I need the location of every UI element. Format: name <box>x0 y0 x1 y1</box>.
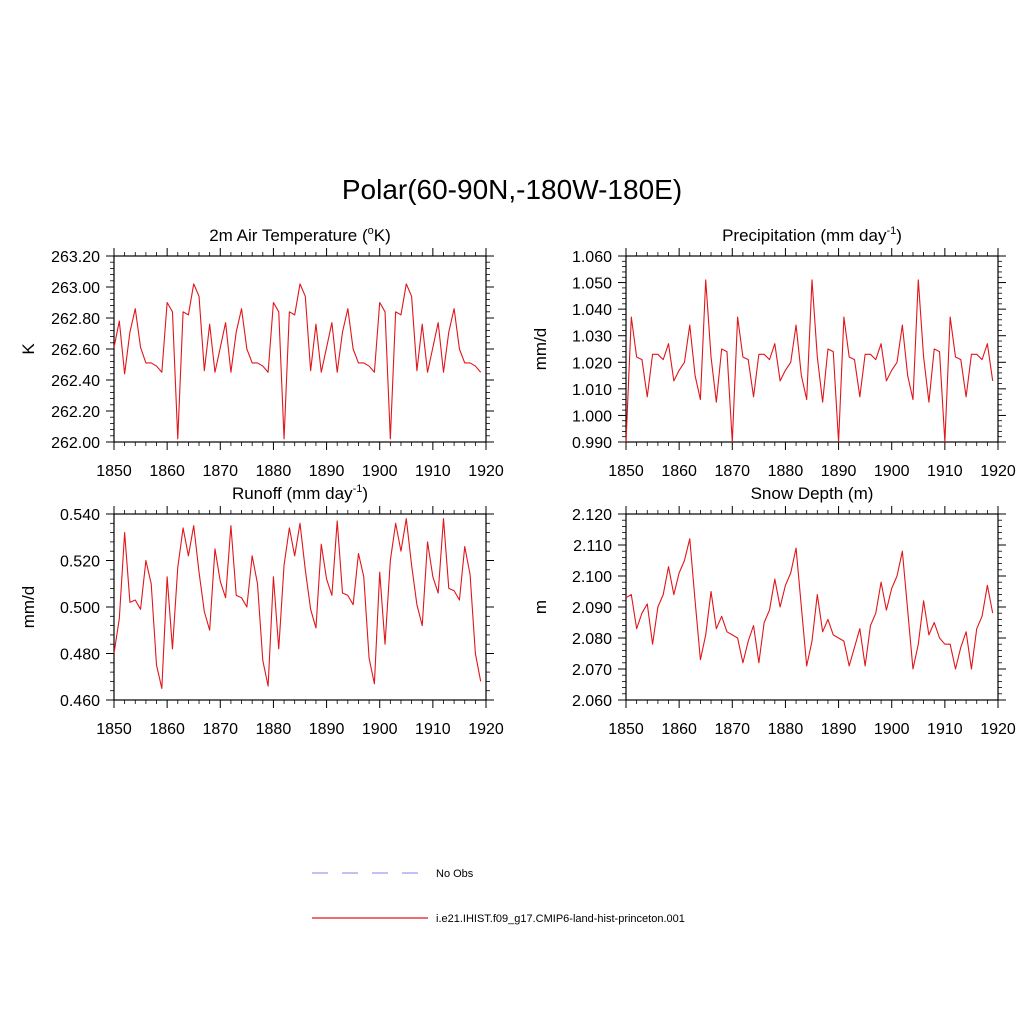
x-tick-label: 1920 <box>980 463 1016 480</box>
x-tick-label: 1910 <box>927 721 963 738</box>
chart-panel-1: 1850 1860 1870 1880 1890 1900 1910 1920 262.00 26… <box>19 225 504 480</box>
x-tick-label: 1910 <box>415 721 451 738</box>
y-tick-label: 0.540 <box>60 507 100 524</box>
panel-title: 2m Air Temperature (oK) <box>209 225 391 245</box>
x-tick-label: 1880 <box>768 463 804 480</box>
panel-title: Precipitation (mm day-1) <box>722 225 902 245</box>
series-line <box>113 283 482 440</box>
y-tick-label: 262.80 <box>51 311 100 328</box>
y-tick-label: 2.080 <box>572 631 612 648</box>
y-tick-label: 263.00 <box>51 280 100 297</box>
y-tick-label: 1.050 <box>572 276 612 293</box>
y-tick-label: 2.110 <box>573 538 612 555</box>
y-axis-label: mm/d <box>19 586 38 629</box>
y-tick-label: 2.100 <box>572 569 612 586</box>
y-tick-label: 2.060 <box>572 693 612 710</box>
panel-title: Snow Depth (m) <box>751 484 874 503</box>
y-tick-label: 0.520 <box>60 554 100 571</box>
x-tick-label: 1850 <box>96 721 132 738</box>
y-axis-label: K <box>19 343 38 355</box>
y-tick-label: 0.500 <box>60 600 100 617</box>
plot-frame <box>625 255 999 443</box>
y-tick-label: 1.000 <box>572 408 612 425</box>
series-line <box>113 518 482 689</box>
y-tick-label: 262.00 <box>51 435 100 452</box>
y-tick-label: 0.460 <box>60 693 100 710</box>
y-tick-label: 262.40 <box>51 373 100 390</box>
x-tick-label: 1910 <box>415 463 451 480</box>
y-tick-label: 0.990 <box>572 435 612 452</box>
x-tick-label: 1900 <box>362 463 398 480</box>
x-tick-label: 1880 <box>256 721 292 738</box>
y-tick-label: 1.060 <box>572 249 612 266</box>
y-tick-label: 262.20 <box>51 404 100 421</box>
x-tick-label: 1880 <box>256 463 292 480</box>
x-tick-label: 1920 <box>468 463 504 480</box>
panel-title: Runoff (mm day-1) <box>232 483 368 503</box>
y-tick-label: 2.120 <box>572 507 612 524</box>
figure-title: Polar(60-90N,-180W-180E) <box>341 174 683 205</box>
x-tick-label: 1900 <box>874 721 910 738</box>
series-line <box>625 538 994 670</box>
chart-panel-3: 1850 1860 1870 1880 1890 1900 1910 1920 0.460 0.4… <box>19 483 504 738</box>
x-tick-label: 1860 <box>661 721 697 738</box>
y-tick-label: 0.480 <box>60 647 100 664</box>
x-tick-label: 1890 <box>309 721 345 738</box>
x-tick-label: 1920 <box>468 721 504 738</box>
y-axis-label: m <box>531 600 550 614</box>
y-tick-label: 262.60 <box>51 342 100 359</box>
plot-frame <box>625 513 999 701</box>
x-tick-label: 1860 <box>149 463 185 480</box>
x-tick-label: 1870 <box>202 721 238 738</box>
y-tick-label: 2.090 <box>572 600 612 617</box>
x-tick-label: 1850 <box>608 463 644 480</box>
x-tick-label: 1910 <box>927 463 963 480</box>
x-tick-label: 1890 <box>309 463 345 480</box>
x-tick-label: 1870 <box>714 463 750 480</box>
x-tick-label: 1890 <box>821 463 857 480</box>
chart-panel-2: 1850 1860 1870 1880 1890 1900 1910 1920 0.990 1.0… <box>531 225 1016 480</box>
x-tick-label: 1850 <box>608 721 644 738</box>
x-tick-label: 1900 <box>874 463 910 480</box>
x-tick-label: 1860 <box>149 721 185 738</box>
series-line <box>625 279 994 443</box>
chart-panel-4: 1850 1860 1870 1880 1890 1900 1910 1920 2.060 2.0… <box>531 484 1016 738</box>
y-tick-label: 263.20 <box>51 249 100 266</box>
x-tick-label: 1920 <box>980 721 1016 738</box>
x-tick-label: 1870 <box>202 463 238 480</box>
y-tick-label: 1.010 <box>572 382 612 399</box>
x-tick-label: 1870 <box>714 721 750 738</box>
y-axis-label: mm/d <box>531 328 550 371</box>
x-tick-label: 1890 <box>821 721 857 738</box>
x-tick-label: 1880 <box>768 721 804 738</box>
x-tick-label: 1900 <box>362 721 398 738</box>
x-tick-label: 1860 <box>661 463 697 480</box>
y-tick-label: 1.040 <box>572 302 612 319</box>
y-tick-label: 1.030 <box>572 329 612 346</box>
y-tick-label: 2.070 <box>572 662 612 679</box>
x-tick-label: 1850 <box>96 463 132 480</box>
y-tick-label: 1.020 <box>572 355 612 372</box>
